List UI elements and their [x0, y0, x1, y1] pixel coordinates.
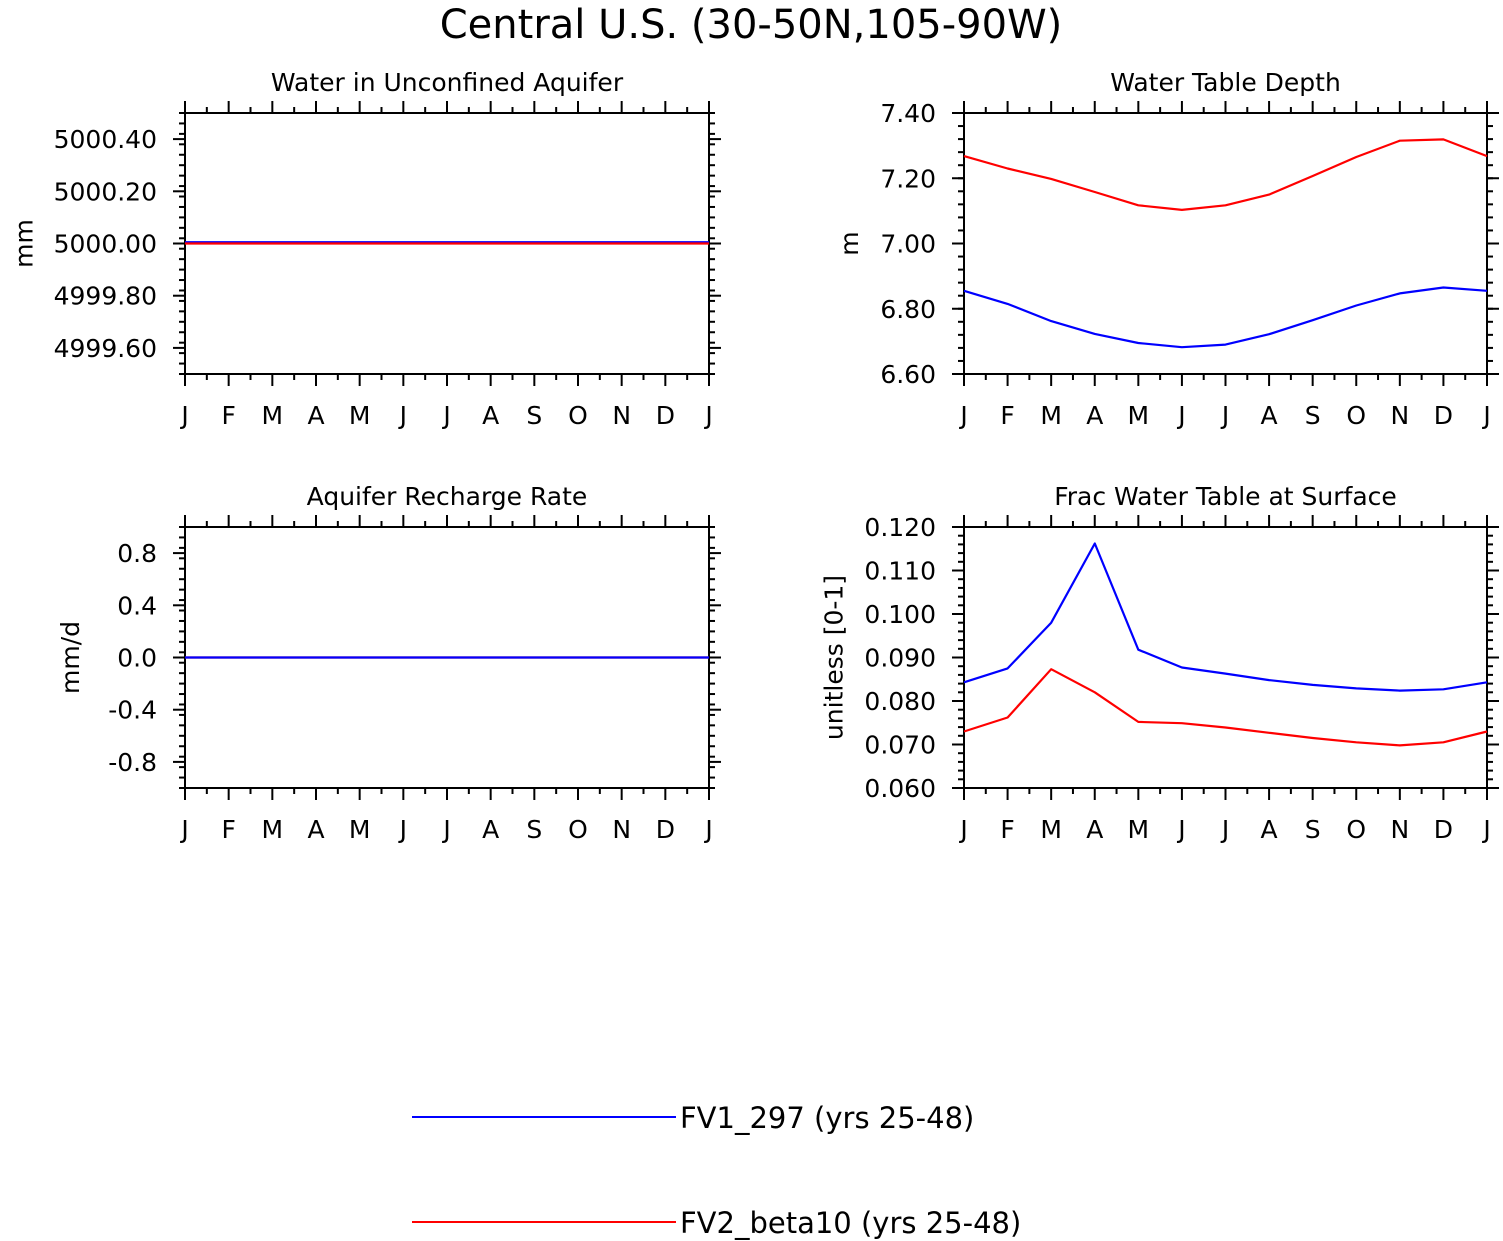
- x-tick-label: M: [349, 401, 371, 430]
- x-tick-label: F: [221, 815, 235, 844]
- x-tick-label: N: [1390, 401, 1409, 430]
- x-tick-label: J: [441, 401, 450, 430]
- x-tick-label: J: [179, 401, 188, 430]
- y-tick-label: 5000.20: [54, 177, 157, 206]
- legend-label-fv1: FV1_297 (yrs 25-48): [680, 1101, 974, 1135]
- y-tick-label: 0.110: [864, 557, 936, 586]
- x-tick-label: A: [1086, 401, 1103, 430]
- x-tick-label: J: [1220, 815, 1229, 844]
- series-line-2: [963, 138, 1488, 211]
- y-tick-label: -0.4: [108, 696, 157, 725]
- x-tick-label: M: [1040, 815, 1062, 844]
- x-tick-label: J: [398, 401, 407, 430]
- x-tick-label: S: [526, 815, 542, 844]
- x-tick-label: A: [1261, 815, 1278, 844]
- x-tick-label: J: [1176, 401, 1185, 430]
- x-tick-label: A: [482, 401, 499, 430]
- x-tick-label: D: [1434, 815, 1453, 844]
- x-tick-label: J: [441, 815, 450, 844]
- y-tick-label: 0.100: [864, 600, 936, 629]
- x-tick-label: A: [307, 401, 324, 430]
- x-tick-label: M: [1040, 401, 1062, 430]
- x-tick-label: J: [1481, 815, 1490, 844]
- panel-title: Water Table Depth: [1110, 68, 1341, 97]
- legend-label-fv2: FV2_beta10 (yrs 25-48): [680, 1206, 1021, 1240]
- x-tick-label: J: [703, 401, 712, 430]
- y-tick-label: 0.8: [117, 539, 157, 568]
- y-axis-label: mm: [10, 219, 39, 268]
- panel-title: Aquifer Recharge Rate: [307, 482, 588, 511]
- x-tick-label: A: [482, 815, 499, 844]
- series-line-1: [963, 286, 1488, 349]
- plot-frame: [963, 112, 1488, 375]
- y-axis-label: mm/d: [56, 621, 85, 694]
- main-title: Central U.S. (30-50N,105-90W): [440, 2, 1062, 48]
- y-tick-label: 7.00: [880, 230, 936, 259]
- x-tick-label: J: [398, 815, 407, 844]
- plot-frame: [963, 526, 1488, 789]
- panel-title: Frac Water Table at Surface: [1054, 482, 1397, 511]
- x-tick-label: O: [1346, 401, 1366, 430]
- x-tick-label: M: [349, 815, 371, 844]
- y-tick-label: 0.0: [117, 644, 157, 673]
- y-tick-label: 7.20: [880, 164, 936, 193]
- y-tick-label: 0.4: [117, 591, 157, 620]
- x-tick-label: J: [1176, 815, 1185, 844]
- y-tick-label: 6.80: [880, 295, 936, 324]
- x-tick-label: O: [568, 815, 588, 844]
- panel-title: Water in Unconfined Aquifer: [271, 68, 624, 97]
- y-tick-label: 4999.60: [54, 334, 157, 363]
- y-axis-label: m: [835, 231, 864, 255]
- x-tick-label: A: [307, 815, 324, 844]
- y-tick-label: 5000.00: [54, 230, 157, 259]
- x-tick-label: J: [1220, 401, 1229, 430]
- y-tick-label: -0.8: [108, 748, 157, 777]
- x-tick-label: F: [1000, 815, 1014, 844]
- x-tick-label: J: [179, 815, 188, 844]
- x-tick-label: O: [568, 401, 588, 430]
- x-tick-label: N: [612, 815, 631, 844]
- x-tick-label: S: [1305, 815, 1321, 844]
- y-tick-label: 0.120: [864, 513, 936, 542]
- x-tick-label: F: [1000, 401, 1014, 430]
- x-tick-label: N: [612, 401, 631, 430]
- legend: FV1_297 (yrs 25-48) FV2_beta10 (yrs 25-4…: [412, 1101, 1021, 1240]
- x-tick-label: M: [1128, 815, 1150, 844]
- x-tick-label: D: [656, 815, 675, 844]
- y-axis-label: unitless [0-1]: [820, 575, 849, 740]
- x-tick-label: S: [1305, 401, 1321, 430]
- y-tick-label: 5000.40: [54, 125, 157, 154]
- y-tick-label: 0.060: [864, 774, 936, 803]
- y-tick-label: 6.60: [880, 360, 936, 389]
- x-tick-label: M: [262, 401, 284, 430]
- x-tick-label: A: [1086, 815, 1103, 844]
- x-tick-label: J: [1481, 401, 1490, 430]
- y-tick-label: 0.080: [864, 687, 936, 716]
- x-tick-label: M: [1128, 401, 1150, 430]
- y-tick-label: 0.070: [864, 731, 936, 760]
- x-tick-label: M: [262, 815, 284, 844]
- x-tick-label: N: [1390, 815, 1409, 844]
- x-tick-label: D: [1434, 401, 1453, 430]
- y-tick-label: 7.40: [880, 99, 936, 128]
- series-line-2: [963, 668, 1488, 747]
- y-tick-label: 4999.80: [54, 282, 157, 311]
- x-tick-label: J: [958, 401, 967, 430]
- x-tick-label: J: [703, 815, 712, 844]
- x-tick-label: F: [221, 401, 235, 430]
- x-tick-label: O: [1346, 815, 1366, 844]
- y-tick-label: 0.090: [864, 644, 936, 673]
- x-tick-label: D: [656, 401, 675, 430]
- x-tick-label: J: [958, 815, 967, 844]
- x-tick-label: A: [1261, 401, 1278, 430]
- x-tick-label: S: [526, 401, 542, 430]
- series-line-1: [963, 542, 1488, 692]
